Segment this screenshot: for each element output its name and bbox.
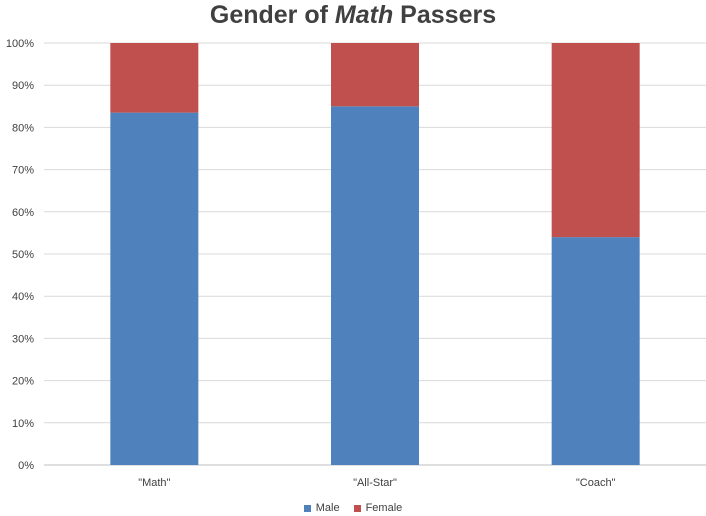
y-tick-label: 0% [18,460,34,472]
y-tick-label: 90% [12,80,34,92]
bar-male [331,106,419,466]
bar-female [551,43,640,238]
chart-title-prefix: Gender of [209,1,335,29]
x-tick-label: "All-Star" [353,477,397,489]
bar-male [551,237,640,465]
y-tick-label: 60% [12,207,34,219]
y-tick-label: 30% [12,333,34,345]
legend-label-male: Male [315,502,340,514]
y-tick-label: 10% [12,418,34,430]
legend-label-female: Female [365,502,403,514]
y-tick-label: 80% [12,122,34,134]
legend-item-male: Male [303,500,340,516]
x-tick-label: "Math" [138,477,170,489]
chart-title-emphasis: Math [334,1,394,29]
legend-item-female: Female [353,500,403,516]
bar-female [110,43,199,113]
y-tick-label: 100% [6,38,34,50]
chart-plot: 0% 10% 20% 30% 40% 50% 60% 70% 80% 90% 100% "Math" "… [6,38,706,489]
chart-title-suffix: Passers [393,1,497,29]
y-tick-label: 20% [12,376,34,388]
bar-male [110,112,199,465]
y-tick-label: 50% [12,249,34,261]
chart-title: Gender of Math Passers [0,0,706,34]
chart-legend: Male Female [0,500,706,516]
legend-swatch-female [353,504,361,512]
legend-swatch-male [303,504,311,512]
bar-female [331,43,419,107]
x-tick-label: "Coach" [576,477,616,489]
y-tick-label: 70% [12,165,34,177]
y-tick-label: 40% [12,291,34,303]
